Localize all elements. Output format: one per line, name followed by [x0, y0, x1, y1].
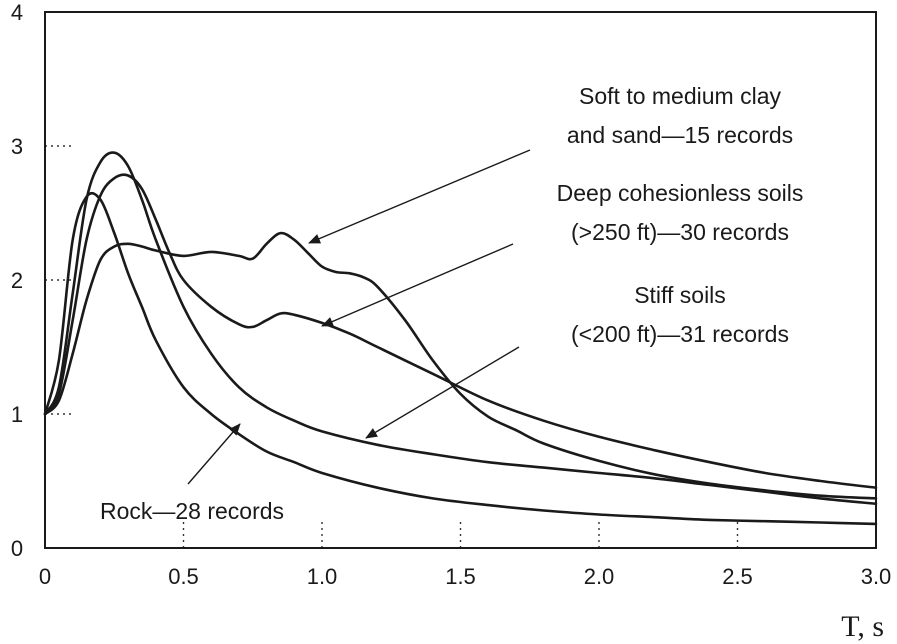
x-tick-label: 3.0 [861, 564, 892, 589]
x-tick-label: 1.0 [307, 564, 338, 589]
plot-frame [44, 11, 877, 549]
deep-cohesionless-curve [43, 173, 878, 489]
annotation-rock-line-0: Rock—28 records [100, 498, 284, 524]
y-tick-label: 1 [11, 402, 23, 427]
x-axis-title: T, s [841, 610, 884, 643]
annotation-soft-line-1: and sand—15 records [567, 122, 793, 148]
y-tick-label: 2 [11, 268, 23, 293]
y-tick-label: 4 [11, 0, 23, 25]
annotation-deep-line-0: Deep cohesionless soils [557, 180, 804, 206]
annotation-rock-arrow [187, 423, 241, 485]
x-tick-label: 2.5 [722, 564, 753, 589]
annotations: Soft to medium clay and sand—15 records De… [100, 83, 803, 524]
y-tick-label: 3 [11, 134, 23, 159]
rock-curve [43, 191, 878, 526]
y-tick-label: 0 [11, 536, 23, 561]
annotation-stiff-arrow [365, 346, 520, 439]
stiff-soils-curve [43, 151, 878, 506]
soft-clay-sand-curve [43, 231, 878, 500]
x-tick-label: 2.0 [584, 564, 615, 589]
annotation-deep-arrow [321, 243, 514, 327]
annotation-soft-line-0: Soft to medium clay [579, 83, 781, 109]
x-tick-label: 0 [39, 564, 51, 589]
annotation-soft-arrow [308, 149, 531, 244]
annotation-stiff-line-0: Stiff soils [634, 282, 726, 308]
annotation-deep-line-1: (>250 ft)—30 records [571, 219, 789, 245]
tick-labels: 0 1 2 3 4 0 0.5 1.0 1.5 2.0 2.5 3.0 [11, 0, 891, 589]
x-tick-label: 0.5 [168, 564, 199, 589]
curves [43, 151, 878, 526]
annotation-stiff-line-1: (<200 ft)—31 records [571, 321, 789, 347]
x-tick-label: 1.5 [445, 564, 476, 589]
tick-marks [45, 145, 739, 548]
